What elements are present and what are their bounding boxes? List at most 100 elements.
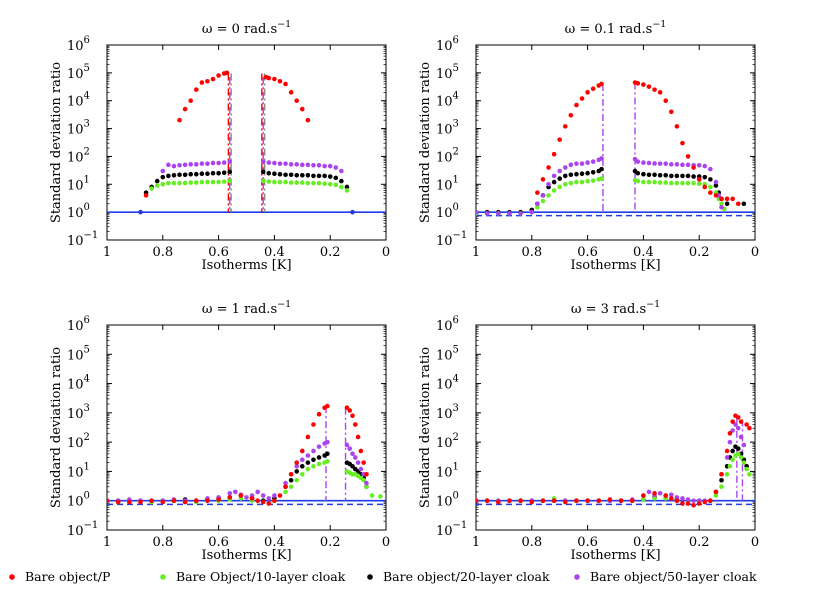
data-point-L50 [166,162,171,168]
panel-title: ω = 1 rad.s−1 [202,299,291,317]
data-point-P [747,425,752,431]
data-point-L50 [188,162,193,167]
data-point-P [305,434,311,440]
x-tick-label: 0.4 [633,245,654,260]
data-point-P [210,76,216,82]
y-axis-label: Standard deviation ratio [49,347,64,508]
data-point-L20 [708,177,713,182]
y-tick-label: 106 [436,315,459,334]
data-point-L50 [177,163,182,168]
data-point-L10 [227,178,233,184]
y-tick-label: 105 [436,63,459,82]
data-point-P [255,498,260,504]
x-tick-label: 0.8 [152,245,173,260]
series-P [476,413,752,508]
series-L50 [160,159,344,174]
data-point-P [629,498,635,504]
data-point-L50 [691,498,696,504]
data-point-L10 [557,184,562,190]
data-point-P [266,75,272,81]
data-point-L50 [233,489,238,495]
y-tick-label: 100 [67,491,90,510]
data-point-L10 [344,188,350,193]
data-point-L50 [210,160,216,166]
legend-label: Bare Object/10-layer cloak [176,569,346,584]
data-point-L20 [294,469,300,474]
data-point-L20 [199,171,205,176]
data-point-P [708,498,713,504]
x-tick-label: 1 [103,245,111,260]
data-point-L20 [646,172,652,178]
data-point-P [294,98,300,104]
y-tick-label: 102 [436,146,459,165]
data-point-L50 [724,455,730,460]
x-tick-label: 0.8 [152,535,173,550]
data-point-P [227,495,233,500]
data-point-L10 [551,188,557,193]
data-point-P [305,117,311,123]
data-point-P [182,106,188,112]
data-point-P [724,448,730,454]
data-point-L50 [216,160,221,166]
data-point-L50 [272,160,277,166]
data-point-P [127,499,132,505]
series-L10 [149,178,350,193]
data-point-L50 [283,161,288,166]
data-point-P [738,419,744,424]
data-point-P [353,422,358,427]
y-tick-label: 101 [436,461,459,480]
plot-area-frame [106,324,387,531]
data-point-L50 [696,163,702,168]
x-tick-label: 0 [751,535,759,550]
data-point-L50 [557,168,562,174]
y-axis-label: Standard deviation ratio [418,62,433,223]
data-point-P [590,86,596,91]
data-point-L10 [188,180,193,185]
data-point-L20 [288,172,294,178]
data-point-P [160,499,166,505]
y-tick-label: 103 [436,403,459,422]
data-point-L50 [339,168,344,174]
data-point-L10 [727,463,733,469]
data-point-L50 [327,163,333,169]
data-point-L50 [680,496,685,501]
x-tick-label: 0.4 [264,535,285,550]
data-point-L10 [696,181,702,186]
data-point-P [663,493,669,498]
data-point-P [685,154,691,159]
data-point-L50 [300,162,305,168]
data-point-P [311,422,316,427]
data-point-L20 [316,173,322,179]
data-point-P [691,165,696,170]
data-point-P [641,82,646,87]
data-point-L20 [177,172,182,178]
legend-marker [9,574,15,580]
data-point-L50 [738,434,744,440]
legend-marker [160,574,166,580]
data-point-P [574,102,579,108]
data-point-L50 [646,160,652,166]
x-tick-label: 0.6 [208,245,229,260]
data-point-P [579,96,585,101]
data-point-L50 [590,159,596,164]
data-point-L10 [316,461,322,467]
data-point-L20 [652,172,657,178]
data-point-P [724,196,730,202]
data-point-P [696,501,702,506]
data-point-P [730,419,735,424]
data-point-L50 [476,209,479,215]
data-point-P [646,84,652,89]
data-point-L10 [568,180,574,186]
x-tick-label: 0.6 [577,245,598,260]
data-point-P [188,98,193,104]
series-L50 [476,156,724,216]
series-L20 [476,166,747,215]
data-point-L50 [255,489,260,495]
data-point-L50 [657,161,663,166]
data-point-L50 [227,159,233,164]
data-point-L50 [657,490,663,496]
data-point-L50 [663,161,669,166]
y-tick-label: 104 [436,91,459,110]
data-point-L50 [535,201,540,207]
data-point-L10 [361,477,366,483]
